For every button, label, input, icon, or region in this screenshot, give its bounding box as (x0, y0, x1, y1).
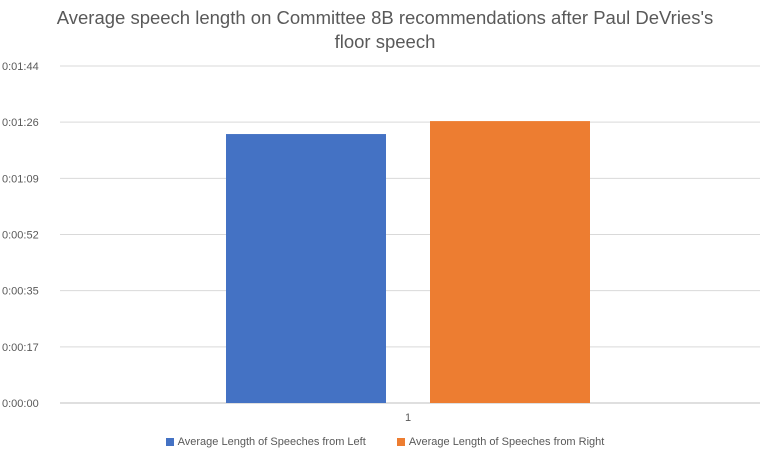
x-tick-label: 1 (405, 412, 411, 424)
chart-title: Average speech length on Committee 8B re… (0, 6, 770, 54)
legend-swatch-left (165, 438, 174, 447)
y-tick-label: 0:01:09 (2, 173, 39, 185)
legend-item-right: Average Length of Speeches from Right (396, 436, 605, 449)
y-tick-label: 0:01:44 (2, 61, 39, 73)
chart-title-line-1: Average speech length on Committee 8B re… (56, 7, 714, 28)
legend-label-left: Average Length of Speeches from Left (177, 436, 366, 449)
y-tick-label: 0:00:17 (2, 342, 39, 354)
y-tick-label: 0:01:26 (2, 117, 39, 129)
bar-right (430, 121, 590, 403)
y-tick-label: 0:00:52 (2, 230, 39, 242)
legend-label-right: Average Length of Speeches from Right (408, 436, 605, 449)
legend-item-left: Average Length of Speeches from Left (165, 436, 366, 449)
y-tick-label: 0:00:00 (2, 398, 39, 410)
legend-swatch-right (396, 438, 405, 447)
bar-left (226, 134, 386, 403)
chart-title-line-2: floor speech (334, 31, 436, 52)
chart-legend: Average Length of Speeches from Left Ave… (0, 436, 770, 448)
y-tick-label: 0:00:35 (2, 286, 39, 298)
